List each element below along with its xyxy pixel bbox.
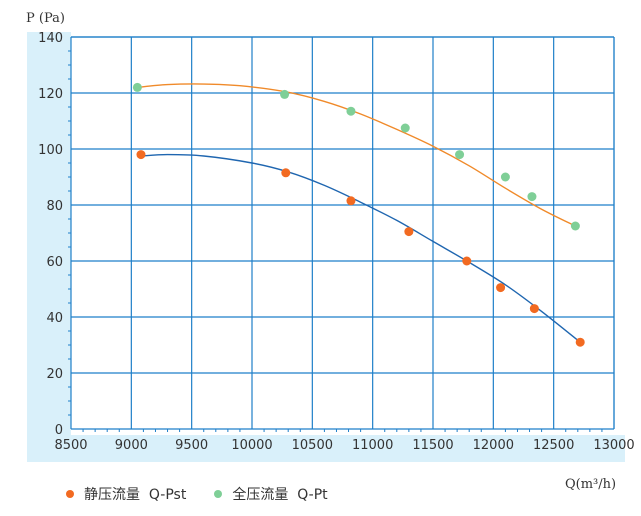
horizontal-gridlines [71,36,614,430]
static-pressure-point [496,283,506,293]
static-pressure-curve [140,153,581,343]
x-tick-label: 8500 [54,438,87,453]
x-tick-label: 11500 [412,438,453,453]
static-pressure-point [136,150,146,160]
total-pressure-point [346,106,356,116]
x-tick-label: 9000 [115,438,148,453]
total-pressure-point [280,89,290,99]
total-pressure-point [400,123,410,133]
y-tick-label: 100 [38,143,63,158]
total-pressure-point [132,82,142,92]
static-pressure-point [346,196,356,206]
y-axis-band [27,32,71,435]
total-pressure-point [570,221,580,231]
x-tick-labels: 8500 9000 9500 10000 10500 11000 11500 12000 125… [54,438,634,453]
x-tick-label: 12000 [473,438,514,453]
static-pressure-point [404,227,414,237]
x-tick-label: 10000 [231,438,272,453]
total-pressure-curve [137,83,576,227]
minor-ticks [68,50,603,432]
x-tick-label: 12500 [533,438,574,453]
x-axis-title: Q(m³/h) [565,477,616,492]
y-tick-label: 0 [55,423,63,438]
legend-label-total-pressure: 全压流量 Q-Pt [232,487,328,503]
static-pressure-point [529,304,539,314]
x-tick-label: 11000 [352,438,393,453]
legend-label-static-pressure: 静压流量 Q-Pst [84,487,187,503]
series-points [132,82,585,347]
legend-item-static-pressure: 静压流量 Q-Pst [66,484,186,504]
static-pressure-point [462,256,472,266]
x-axis-band [27,435,625,462]
x-tick-label: 9500 [175,438,208,453]
legend-item-total-pressure: 全压流量 Q-Pt [214,484,328,504]
y-axis-title: P (Pa) [26,11,65,26]
legend-marker-total-pressure [214,490,223,498]
x-tick-label: 13000 [593,438,634,453]
total-pressure-point [527,192,537,202]
plot-background [71,37,614,429]
y-tick-label: 80 [46,199,63,214]
y-tick-label: 40 [46,311,63,326]
total-pressure-point [500,172,510,182]
y-tick-labels: 0 20 40 60 80 100 120 140 [38,31,63,438]
static-pressure-point [281,168,291,178]
y-tick-label: 120 [38,87,63,102]
legend: 静压流量 Q-Pst 全压流量 Q-Pt [66,484,356,504]
series-lines [137,83,581,343]
y-tick-label: 20 [46,367,63,382]
y-tick-label: 60 [46,255,63,270]
total-pressure-point [455,150,465,160]
legend-marker-static-pressure [66,490,74,498]
vertical-gridlines [70,37,615,429]
y-tick-label: 140 [38,31,63,46]
static-pressure-point [575,337,585,347]
x-tick-label: 10500 [292,438,333,453]
